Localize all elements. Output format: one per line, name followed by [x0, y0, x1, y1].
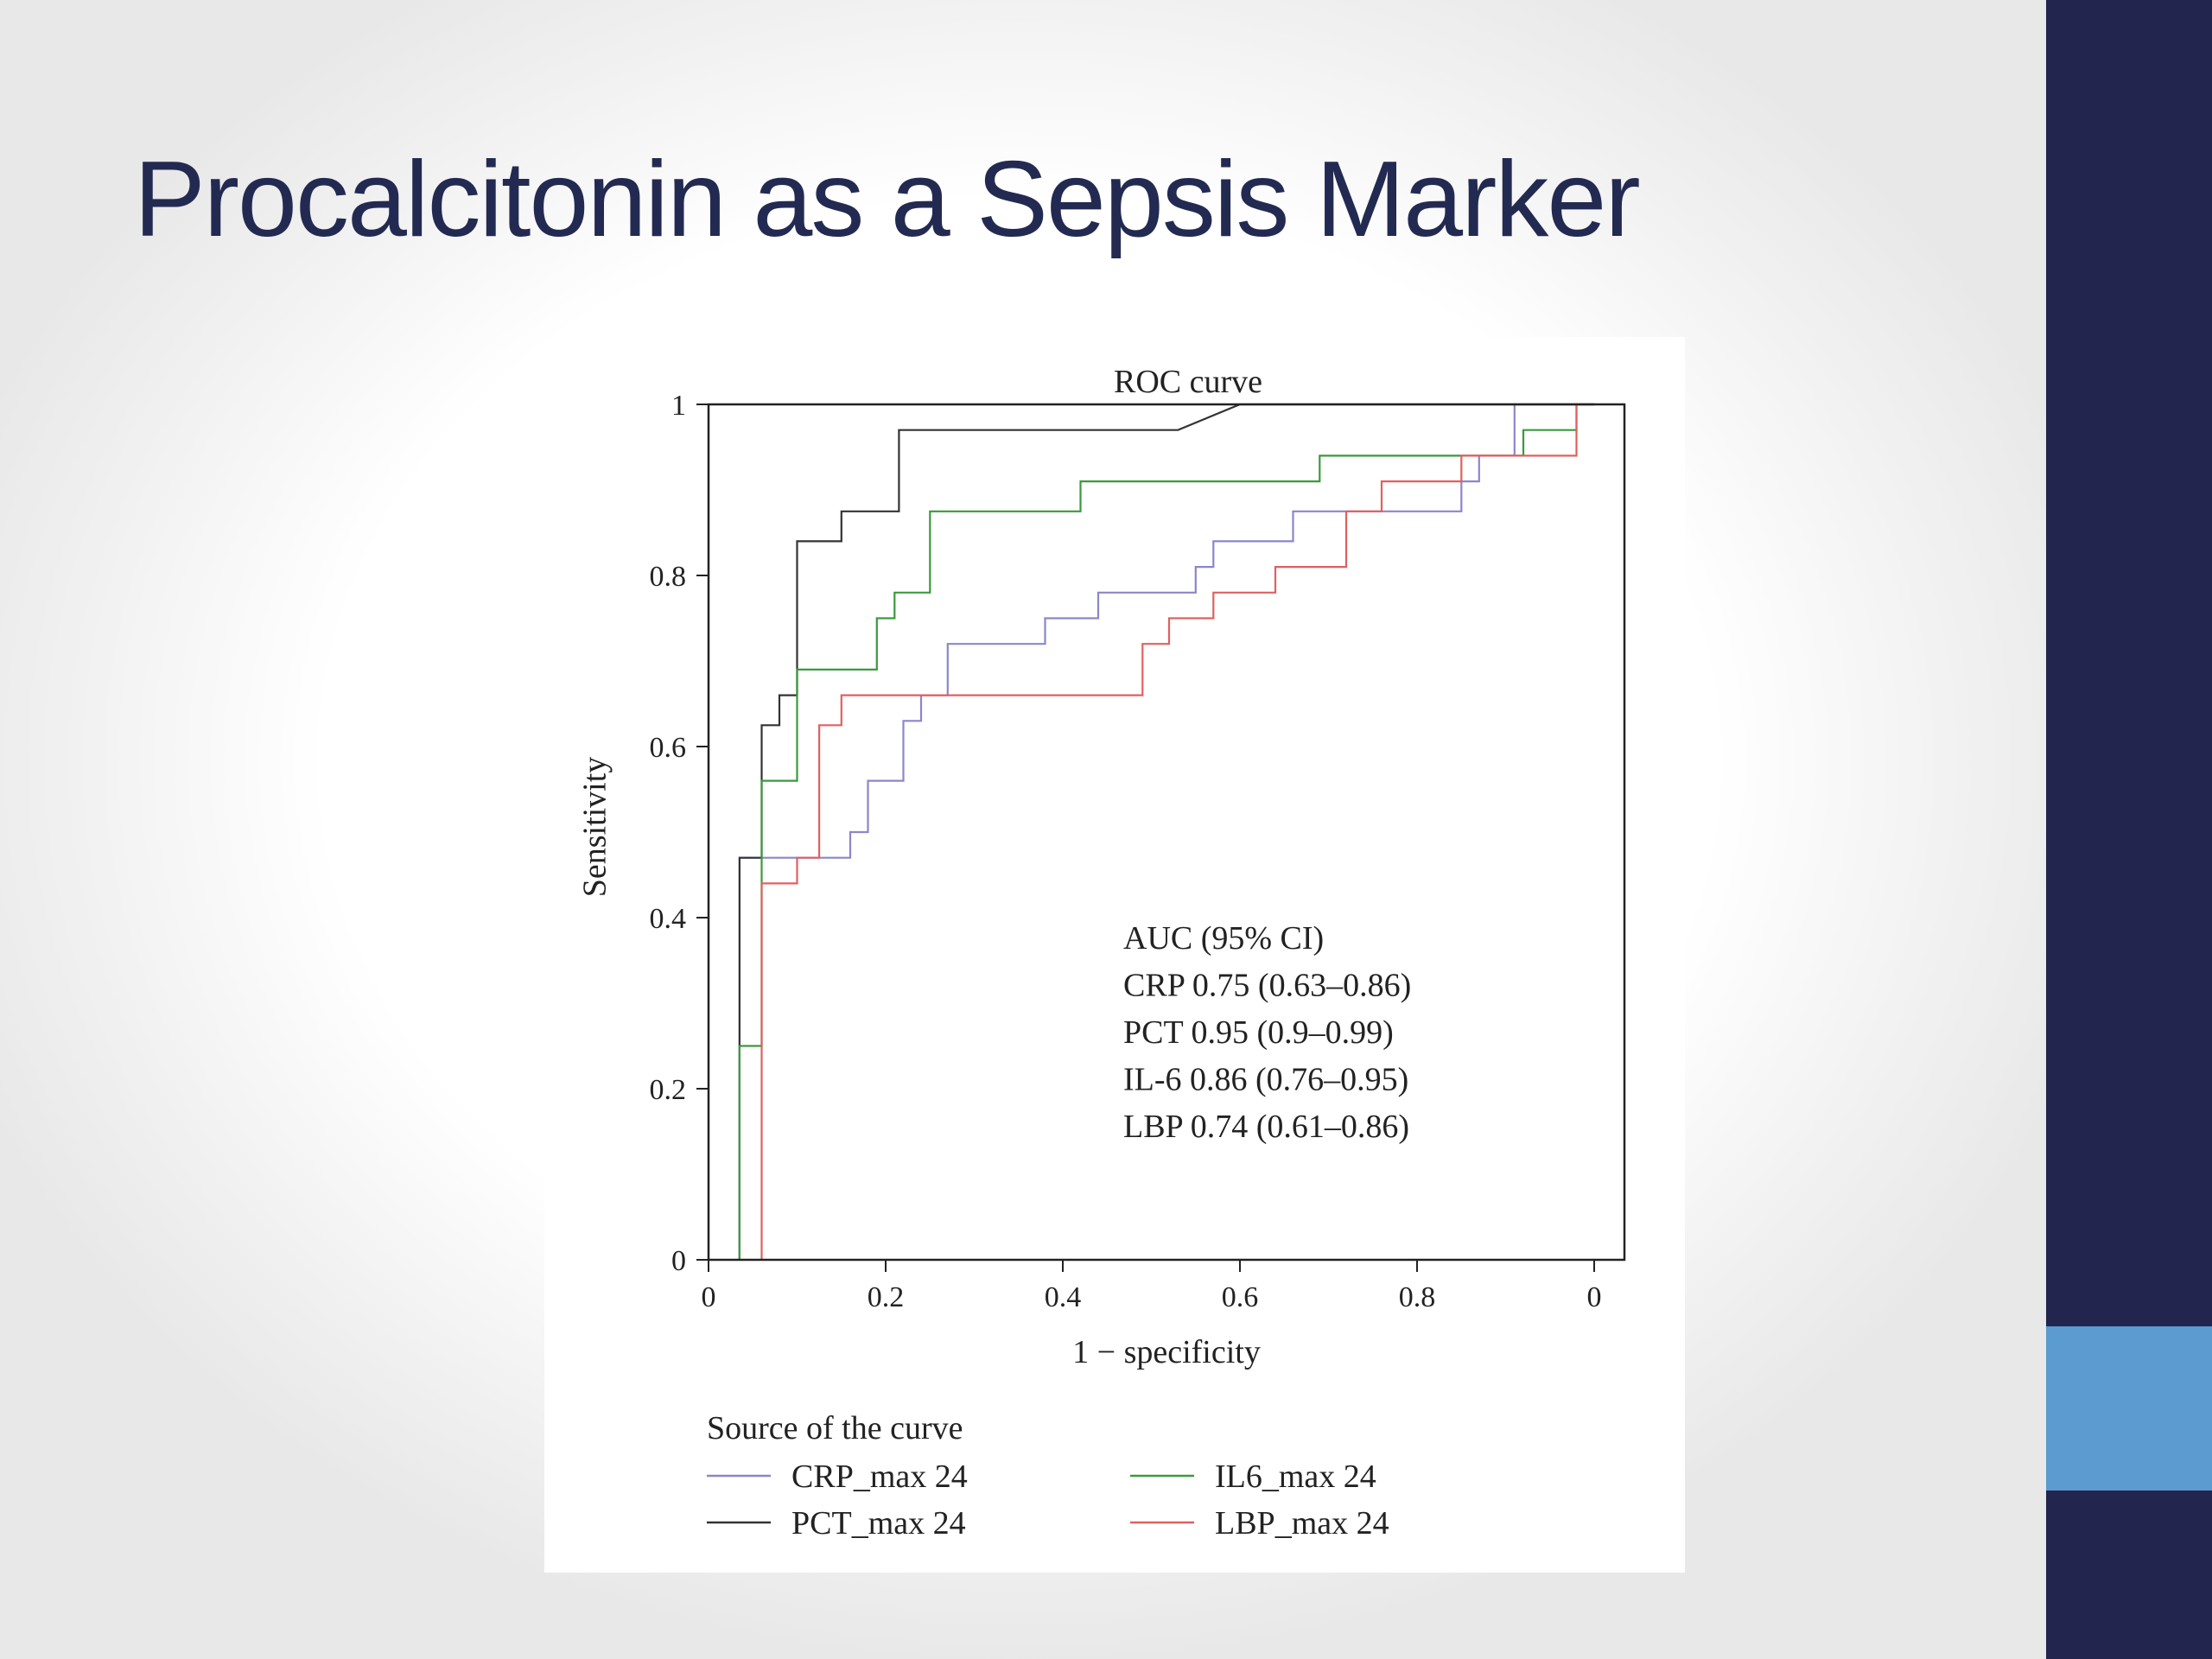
legend-label: CRP_max 24	[791, 1459, 968, 1495]
legend-label: IL6_max 24	[1215, 1459, 1376, 1495]
y-tick-label: 0.8	[650, 561, 687, 593]
y-tick-label: 1	[671, 390, 686, 422]
x-axis-title: 1 − specificity	[1072, 1334, 1261, 1370]
y-axis-title: Sensitivity	[576, 757, 613, 898]
auc-annotation-line: IL-6 0.86 (0.76–0.95)	[1123, 1062, 1408, 1098]
y-tick-label: 0.2	[650, 1074, 687, 1106]
auc-annotation-line: CRP 0.75 (0.63–0.86)	[1123, 968, 1411, 1004]
auc-annotation-line: LBP 0.74 (0.61–0.86)	[1123, 1109, 1409, 1145]
x-tick-label: 0.8	[1399, 1281, 1436, 1313]
chart-title: ROC curve	[1114, 364, 1262, 400]
auc-annotation-line: AUC (95% CI)	[1123, 920, 1324, 957]
series-line-lbp-max-24	[760, 403, 1594, 1260]
x-tick-label: 0	[702, 1281, 716, 1313]
decorative-side-band-accent	[2046, 1326, 2212, 1491]
y-tick-label: 0.4	[650, 903, 687, 935]
roc-figure: 0 0.2 0.4 0.6 0.8 0 0 0.2 0.4 0.6 0.8 1 ROC curve 1…	[544, 337, 1685, 1573]
plot-frame	[707, 403, 1626, 1262]
legend-label: PCT_max 24	[791, 1505, 966, 1541]
series-line-il6-max-24	[738, 403, 1594, 1260]
axis-layer: 0 0.2 0.4 0.6 0.8 000.20.40.60.81	[650, 390, 1602, 1313]
x-tick-label: 0.4	[1045, 1281, 1082, 1313]
legend-label: LBP_max 24	[1215, 1505, 1389, 1541]
legend: CRP_max 24 IL6_max 24 PCT_max 24 LBP_max 24	[707, 1459, 1389, 1541]
y-tick-label: 0.6	[650, 732, 687, 764]
series-line-crp-max-24	[738, 403, 1594, 1260]
series-layer	[738, 403, 1594, 1260]
legend-title: Source of the curve	[707, 1410, 963, 1446]
auc-annotation: AUC (95% CI) CRP 0.75 (0.63–0.86) PCT 0.95…	[1123, 920, 1411, 1145]
y-tick-label: 0	[671, 1245, 686, 1277]
x-tick-label: 0	[1587, 1281, 1602, 1313]
slide-title: Procalcitonin as a Sepsis Marker	[134, 140, 1641, 259]
x-tick-label: 0.2	[868, 1281, 905, 1313]
roc-chart: 0 0.2 0.4 0.6 0.8 000.20.40.60.81 ROC curve 1…	[576, 364, 1626, 1541]
x-tick-label: 0.6	[1222, 1281, 1259, 1313]
auc-annotation-line: PCT 0.95 (0.9–0.99)	[1123, 1014, 1394, 1051]
